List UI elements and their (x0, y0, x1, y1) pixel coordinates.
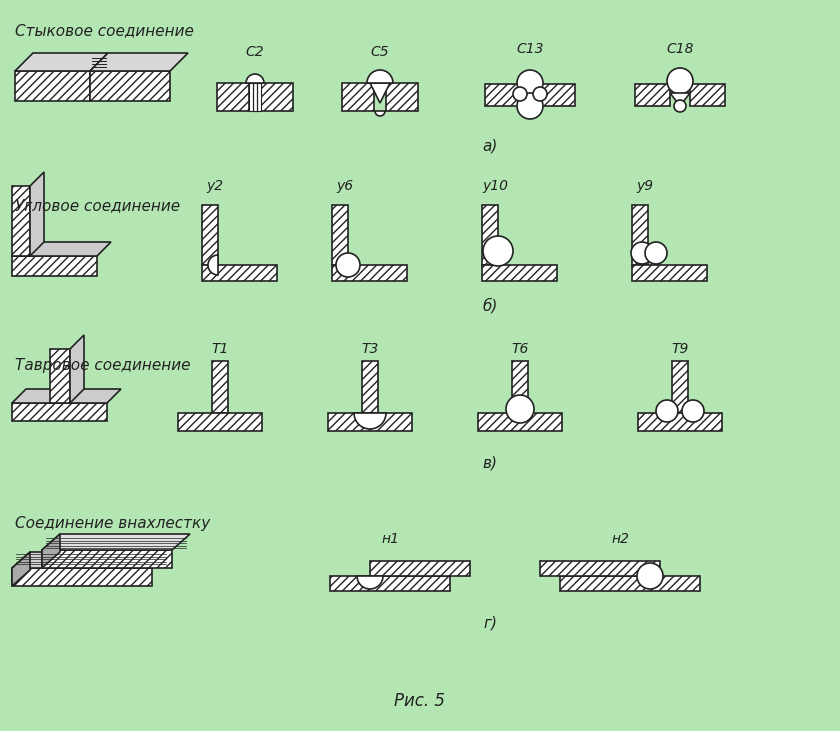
Polygon shape (42, 550, 172, 568)
Polygon shape (12, 186, 30, 256)
Polygon shape (12, 389, 121, 403)
Wedge shape (367, 70, 393, 83)
Polygon shape (12, 242, 111, 256)
Circle shape (637, 563, 663, 589)
Polygon shape (632, 265, 707, 281)
Text: Т6: Т6 (512, 342, 528, 356)
Wedge shape (375, 111, 385, 116)
Polygon shape (332, 205, 348, 265)
Text: а): а) (482, 138, 497, 154)
Polygon shape (15, 71, 90, 101)
Polygon shape (90, 71, 170, 101)
Polygon shape (342, 83, 374, 111)
Text: С18: С18 (666, 42, 694, 56)
Circle shape (483, 236, 513, 266)
Text: н1: н1 (381, 532, 399, 546)
Polygon shape (670, 93, 690, 106)
Text: С2: С2 (245, 45, 265, 59)
Text: Стыковое соединение: Стыковое соединение (15, 23, 194, 38)
Text: Т9: Т9 (671, 342, 689, 356)
Polygon shape (690, 84, 725, 106)
Text: Рис. 5: Рис. 5 (395, 692, 445, 710)
Text: С13: С13 (517, 42, 543, 56)
Circle shape (667, 68, 693, 94)
Polygon shape (12, 403, 107, 421)
Polygon shape (12, 256, 97, 276)
Circle shape (517, 70, 543, 96)
Polygon shape (482, 205, 498, 265)
Polygon shape (482, 265, 557, 281)
Polygon shape (370, 83, 390, 103)
Text: Угловое соединение: Угловое соединение (15, 198, 180, 213)
Polygon shape (632, 205, 648, 265)
Polygon shape (386, 83, 418, 111)
Polygon shape (15, 53, 108, 71)
Circle shape (506, 395, 534, 423)
Polygon shape (202, 205, 218, 265)
Text: в): в) (482, 455, 497, 471)
Polygon shape (370, 561, 470, 576)
Wedge shape (357, 576, 383, 589)
Polygon shape (330, 576, 450, 591)
Polygon shape (90, 53, 188, 71)
Text: Т3: Т3 (361, 342, 379, 356)
Circle shape (517, 93, 543, 119)
Polygon shape (362, 361, 378, 413)
Circle shape (682, 400, 704, 422)
Circle shape (631, 242, 653, 264)
Polygon shape (12, 552, 170, 568)
Polygon shape (50, 349, 70, 403)
Text: Т1: Т1 (212, 342, 228, 356)
Circle shape (533, 87, 547, 101)
Text: у10: у10 (482, 179, 508, 193)
Text: у9: у9 (637, 179, 654, 193)
Polygon shape (217, 83, 249, 111)
Polygon shape (512, 361, 528, 413)
Text: н2: н2 (611, 532, 629, 546)
Polygon shape (328, 413, 412, 431)
Text: г): г) (483, 616, 497, 631)
Polygon shape (42, 534, 60, 568)
Text: у6: у6 (337, 179, 354, 193)
Text: у2: у2 (207, 179, 223, 193)
Polygon shape (485, 84, 520, 106)
Text: С5: С5 (370, 45, 389, 59)
Wedge shape (208, 255, 218, 275)
Polygon shape (70, 335, 84, 403)
Circle shape (513, 87, 527, 101)
Text: Тавровое соединение: Тавровое соединение (15, 358, 191, 373)
Polygon shape (12, 552, 30, 586)
Polygon shape (12, 568, 152, 586)
Polygon shape (638, 413, 722, 431)
Polygon shape (540, 561, 660, 576)
Circle shape (674, 100, 686, 112)
Polygon shape (249, 83, 261, 111)
Polygon shape (178, 413, 262, 431)
Polygon shape (635, 84, 670, 106)
Polygon shape (332, 265, 407, 281)
Text: б): б) (482, 298, 497, 314)
Polygon shape (560, 576, 700, 591)
Polygon shape (478, 413, 562, 431)
Circle shape (645, 242, 667, 264)
Polygon shape (212, 361, 228, 413)
Circle shape (656, 400, 678, 422)
Polygon shape (42, 534, 190, 550)
Circle shape (336, 253, 360, 277)
Polygon shape (672, 361, 688, 413)
Wedge shape (354, 413, 386, 429)
Polygon shape (540, 84, 575, 106)
Text: Соединение внахлестку: Соединение внахлестку (15, 516, 210, 531)
Polygon shape (261, 83, 293, 111)
Polygon shape (30, 172, 44, 256)
Polygon shape (202, 265, 277, 281)
Wedge shape (246, 74, 264, 83)
